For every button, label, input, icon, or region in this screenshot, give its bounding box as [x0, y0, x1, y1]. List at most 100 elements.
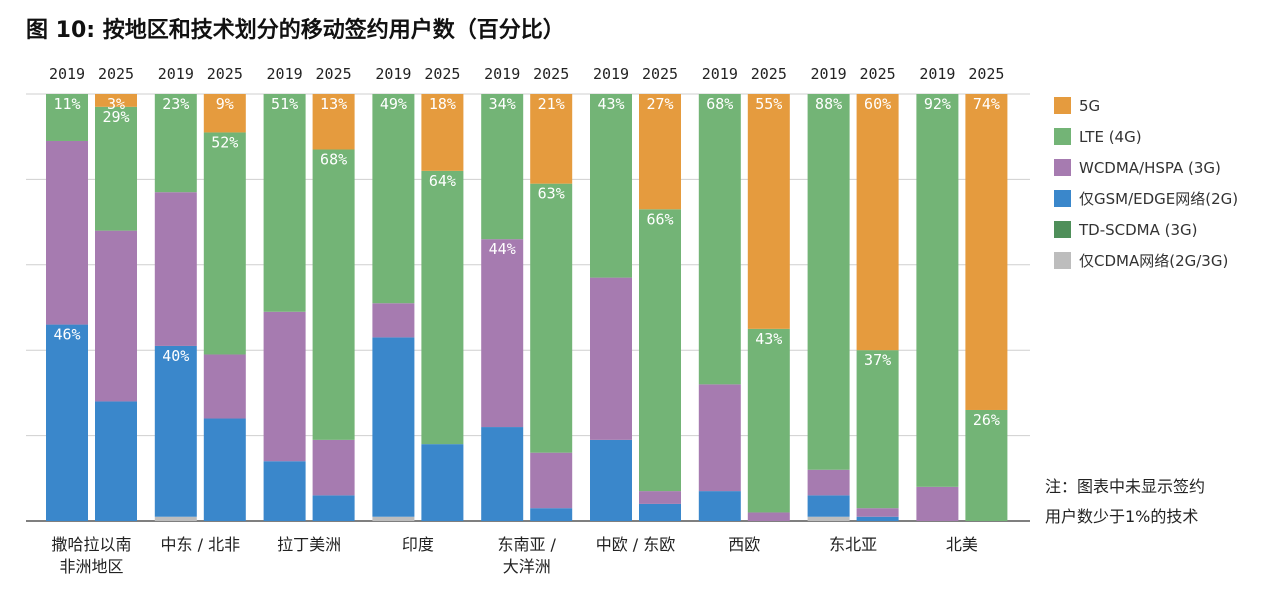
bar-segment-gsm [590, 439, 632, 521]
data-label: 66% [646, 210, 673, 228]
bar-segment-gsm [95, 401, 137, 521]
bar-segment-wcdma [263, 311, 306, 462]
data-label: 18% [429, 95, 456, 113]
bar-segment-gsm [154, 345, 197, 517]
data-label: 51% [271, 95, 298, 113]
region-label: 撒哈拉以南 [51, 535, 131, 554]
bar-segment-g5 [530, 94, 573, 184]
region-label: 拉丁美洲 [277, 535, 341, 554]
year-label: 2019 [49, 65, 85, 83]
bar-segment-lte [747, 328, 790, 513]
data-label: 68% [706, 95, 733, 113]
bar-segment-g5 [965, 94, 1008, 410]
year-label: 2019 [593, 65, 629, 83]
bar-segment-wcdma [46, 140, 88, 325]
region-label: 东北亚 [829, 535, 877, 554]
region-label: 北美 [946, 535, 978, 554]
legend-swatch [1054, 128, 1071, 145]
bar-segment-lte [530, 183, 573, 453]
bar-segment-lte [590, 94, 632, 278]
bar-segment-g5 [856, 94, 899, 351]
data-label: 68% [320, 151, 347, 169]
data-label: 60% [864, 95, 891, 113]
legend-item-wcdma: WCDMA/HSPA (3G) [1054, 152, 1238, 183]
bar-segment-wcdma [372, 303, 415, 338]
data-label: 55% [755, 95, 782, 113]
region-label: 中东 / 北非 [161, 535, 241, 554]
region-label: 非洲地区 [59, 557, 123, 576]
data-label: 3% [107, 95, 125, 113]
data-label: 37% [864, 351, 891, 369]
year-label: 2019 [919, 65, 955, 83]
year-label: 2019 [158, 65, 194, 83]
bar-segment-wcdma [698, 384, 741, 492]
bar-segment-lte [421, 170, 464, 445]
data-label: 26% [973, 411, 1000, 429]
data-label: 21% [538, 95, 565, 113]
bar-segment-wcdma [807, 469, 850, 496]
bar-segment-lte [95, 106, 137, 231]
bar-segment-gsm [530, 508, 573, 521]
data-label: 46% [53, 326, 80, 344]
bar-segment-lte [916, 94, 959, 487]
year-label: 2025 [642, 65, 678, 83]
year-label: 2019 [484, 65, 520, 83]
bar-segment-lte [312, 149, 355, 440]
bar-segment-gsm [807, 495, 850, 517]
bar-segment-lte [698, 94, 741, 385]
legend-swatch [1054, 97, 1071, 114]
data-label: 34% [489, 95, 516, 113]
year-label: 2025 [751, 65, 787, 83]
bar-segment-g5 [312, 94, 355, 150]
legend-label: 仅GSM/EDGE网络(2G) [1079, 190, 1239, 208]
legend-item-gsm: 仅GSM/EDGE网络(2G) [1054, 183, 1238, 214]
bar-segment-lte [203, 132, 246, 355]
year-label: 2025 [860, 65, 896, 83]
legend-swatch [1054, 159, 1071, 176]
note-line-2: 用户数少于1%的技术 [1045, 507, 1199, 526]
year-label: 2019 [267, 65, 303, 83]
data-label: 44% [489, 240, 516, 258]
bar-segment-gsm [639, 503, 681, 521]
data-label: 49% [380, 95, 407, 113]
bar-segment-lte [856, 350, 899, 509]
data-label: 43% [755, 330, 782, 348]
region-label: 东南亚 / [497, 535, 556, 554]
bar-segment-gsm [263, 461, 306, 521]
legend-item-cdma: 仅CDMA网络(2G/3G) [1054, 245, 1238, 276]
data-label: 88% [815, 95, 842, 113]
legend-swatch [1054, 221, 1071, 238]
bar-segment-wcdma [916, 486, 959, 521]
bar-segment-wcdma [590, 277, 632, 440]
bar-segment-lte [807, 94, 850, 470]
bar-segment-lte [965, 409, 1008, 521]
bar-segment-lte [154, 94, 197, 193]
year-label: 2025 [968, 65, 1004, 83]
data-label: 63% [538, 185, 565, 203]
year-label: 2019 [811, 65, 847, 83]
bar-segment-gsm [856, 516, 899, 521]
legend-label: LTE (4G) [1079, 127, 1142, 146]
bar-segment-cdma [154, 516, 197, 521]
year-label: 2025 [98, 65, 134, 83]
bar-segment-wcdma [312, 439, 355, 496]
bar-segment-gsm [372, 337, 415, 517]
data-label: 23% [162, 95, 189, 113]
bar-segment-lte [639, 209, 681, 492]
note-line-1: 注：图表中未显示签约 [1045, 477, 1206, 496]
data-label: 11% [53, 95, 80, 113]
region-label: 大洋洲 [503, 557, 551, 576]
bar-segment-wcdma [530, 452, 573, 509]
bar-segment-gsm [46, 324, 88, 521]
bar-segment-g5 [95, 94, 137, 107]
bar-segment-g5 [203, 94, 246, 133]
legend: 5G LTE (4G) WCDMA/HSPA (3G) 仅GSM/EDGE网络(2G)… [1054, 90, 1238, 276]
bar-segment-wcdma [203, 354, 246, 419]
bar-segment-gsm [698, 491, 741, 521]
chart-title: 图 10: 按地区和技术划分的移动签约用户数（百分比） [26, 18, 565, 43]
year-label: 2019 [375, 65, 411, 83]
year-label: 2025 [533, 65, 569, 83]
bar-segment-wcdma [95, 230, 137, 402]
bar-segment-cdma [372, 516, 415, 521]
data-label: 27% [646, 95, 673, 113]
